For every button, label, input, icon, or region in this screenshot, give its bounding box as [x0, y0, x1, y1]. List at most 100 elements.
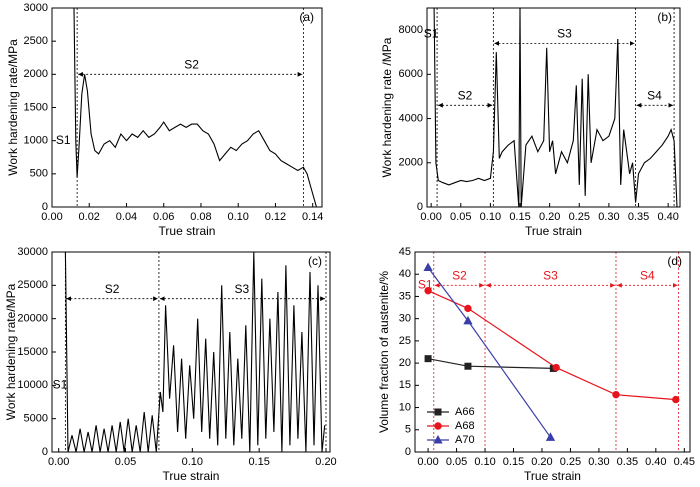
x-tick-label: 0.25	[569, 211, 590, 223]
x-tick-label: 0.00	[417, 456, 438, 468]
marker	[424, 286, 432, 295]
y-tick-label: 0	[42, 201, 48, 213]
y-axis-label: Work hardening rate/MPa	[6, 39, 20, 176]
x-tick-label: 0.00	[48, 456, 69, 468]
y-tick-label: 0	[405, 446, 411, 458]
y-tick-label: 25000	[17, 279, 48, 291]
x-axis-label: True strain	[163, 469, 220, 483]
x-tick-label: 0.12	[265, 211, 286, 223]
region-label: S3	[543, 269, 558, 283]
y-tick-label: 4000	[399, 112, 423, 124]
y-tick-label: 2000	[399, 157, 423, 169]
x-tick-label: 0.05	[446, 456, 467, 468]
x-tick-label: 0.40	[657, 211, 678, 223]
y-tick-label: 2000	[24, 68, 48, 80]
panel: S1 S2 S3 S4 0.00 0.05 0.10 0.15 0.20 0.25 0.30 0.35…	[380, 7, 681, 238]
y-axis-label: Work hardening rate/MPa	[4, 283, 18, 420]
y-tick-label: 2500	[24, 35, 48, 47]
curve	[64, 252, 326, 452]
y-tick-label: 3000	[24, 2, 48, 14]
x-tick-label: 0.00	[41, 211, 62, 223]
axes-frame	[414, 251, 691, 453]
panel-label: (c)	[308, 254, 322, 268]
x-tick-label: 0.20	[531, 456, 552, 468]
y-tick-label: 30000	[17, 246, 48, 258]
x-tick-label: 0.02	[79, 211, 100, 223]
marker	[423, 262, 433, 272]
marker	[552, 363, 560, 372]
marker	[612, 390, 620, 399]
panel-label: (d)	[667, 254, 682, 268]
x-tick-label: 0.10	[182, 456, 203, 468]
region-label: S2	[184, 58, 199, 72]
panel: S1 S2 0.00 0.02 0.04 0.06 0.08 0.10 0.12 0.14 0 500…	[6, 2, 323, 238]
marker	[545, 432, 556, 441]
x-tick-label: 0.45	[674, 456, 695, 468]
x-axis-label: True strain	[525, 224, 582, 238]
marker	[463, 315, 473, 325]
x-tick-label: 0.20	[539, 211, 560, 223]
y-tick-label: 1500	[24, 101, 48, 113]
x-tick-label: 0.04	[116, 211, 137, 223]
x-tick-label: 0.20	[315, 456, 336, 468]
region-label: S2	[452, 269, 467, 283]
x-tick-label: 0.05	[115, 456, 136, 468]
marker	[433, 434, 443, 444]
x-tick-label: 0.25	[560, 456, 581, 468]
y-tick-label: 45	[399, 246, 411, 258]
region-label: S1	[424, 27, 439, 41]
region-label: S3	[234, 282, 249, 296]
region-label: S4	[640, 269, 655, 283]
y-tick-label: 30	[399, 313, 411, 325]
legend-label: A70	[455, 434, 475, 446]
x-tick-label: 0.10	[227, 211, 248, 223]
region-label: S2	[458, 88, 473, 102]
marker	[434, 422, 442, 430]
y-tick-label: 25	[399, 335, 411, 347]
region-label: S1	[53, 378, 68, 392]
x-tick-label: 0.30	[588, 456, 609, 468]
marker	[424, 355, 432, 363]
region-label: S2	[105, 282, 120, 296]
x-axis-label: True strain	[524, 469, 581, 483]
marker	[464, 362, 472, 370]
y-axis-label: Work hardening rate /MPa	[380, 37, 394, 177]
y-tick-label: 10	[399, 401, 411, 413]
y-tick-label: 500	[30, 168, 48, 180]
y-tick-label: 15	[399, 379, 411, 391]
legend-label: A68	[455, 420, 475, 432]
x-tick-label: 0.05	[450, 211, 471, 223]
y-tick-label: 0	[417, 201, 423, 213]
y-tick-label: 20	[399, 357, 411, 369]
x-tick-label: 0.10	[474, 456, 495, 468]
x-tick-label: 0.15	[248, 456, 269, 468]
panel: S1 S2 S3 0.00 0.05 0.10 0.15 0.20 0 5000 10000 1500…	[4, 246, 337, 483]
region-label: S1	[56, 133, 71, 147]
y-tick-label: 5	[405, 424, 411, 436]
y-tick-label: 0	[42, 446, 48, 458]
x-tick-label: 0.08	[190, 211, 211, 223]
x-tick-label: 0.30	[598, 211, 619, 223]
y-axis-label: Volume fraction of austenite/%	[377, 271, 391, 433]
y-tick-label: 15000	[17, 346, 48, 358]
x-tick-label: 0.15	[509, 211, 530, 223]
region-label: S3	[557, 27, 572, 41]
y-tick-label: 6000	[399, 68, 423, 80]
y-tick-label: 20000	[17, 313, 48, 325]
y-tick-label: 10000	[17, 379, 48, 391]
curve	[73, 8, 317, 207]
curve	[433, 8, 678, 207]
series-line	[427, 358, 554, 369]
x-tick-label: 0.10	[480, 211, 501, 223]
x-tick-label: 0.00	[420, 211, 441, 223]
x-tick-label: 0.15	[503, 456, 524, 468]
x-tick-label: 0.06	[153, 211, 174, 223]
y-tick-label: 40	[399, 268, 411, 280]
y-tick-label: 1000	[24, 135, 48, 147]
marker	[672, 395, 680, 404]
axes-frame	[51, 7, 323, 208]
panel-label: (b)	[657, 10, 672, 24]
x-tick-label: 0.40	[645, 456, 666, 468]
